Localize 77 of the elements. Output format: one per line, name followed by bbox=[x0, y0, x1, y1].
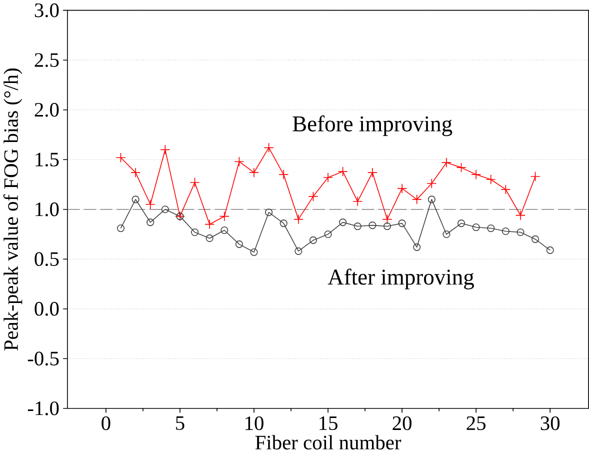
point bbox=[190, 178, 200, 188]
point bbox=[161, 206, 169, 214]
point bbox=[368, 222, 376, 230]
x-tick-label: 30 bbox=[540, 416, 560, 430]
point bbox=[265, 208, 273, 216]
point bbox=[339, 218, 347, 226]
point bbox=[472, 224, 480, 232]
point bbox=[516, 228, 524, 236]
point bbox=[486, 174, 496, 185]
y-tick-label: -0.5 bbox=[28, 352, 59, 366]
point bbox=[235, 240, 243, 248]
y-tick-label: 2.5 bbox=[34, 53, 59, 68]
point bbox=[145, 199, 156, 210]
series-label: Before improving bbox=[292, 115, 452, 136]
y-tick-label: 0.5 bbox=[34, 252, 59, 266]
point bbox=[530, 172, 540, 182]
x-tick-label: 15 bbox=[320, 416, 338, 430]
point bbox=[220, 226, 228, 234]
y-tick-label: 2.0 bbox=[34, 102, 59, 117]
point bbox=[280, 220, 288, 228]
point bbox=[234, 156, 244, 167]
point bbox=[293, 214, 304, 224]
point bbox=[250, 248, 258, 256]
y-axis-title: Peak-peak value of FOG bias (°/h) bbox=[3, 68, 22, 351]
point bbox=[354, 222, 362, 230]
point bbox=[441, 158, 452, 168]
point bbox=[206, 234, 214, 242]
point bbox=[219, 211, 230, 222]
point bbox=[515, 210, 526, 220]
point bbox=[383, 222, 392, 230]
point bbox=[308, 191, 318, 202]
point bbox=[367, 168, 378, 178]
point bbox=[130, 168, 141, 178]
point bbox=[532, 235, 540, 244]
x-tick-label: 0 bbox=[102, 416, 110, 430]
point bbox=[323, 172, 334, 183]
point bbox=[471, 170, 482, 180]
series-label: After improving bbox=[328, 268, 474, 290]
point bbox=[190, 228, 199, 236]
point bbox=[116, 152, 126, 163]
point bbox=[248, 168, 260, 178]
point bbox=[428, 196, 436, 204]
point bbox=[132, 196, 140, 204]
point bbox=[546, 246, 554, 254]
point bbox=[457, 220, 466, 228]
point bbox=[397, 184, 408, 194]
x-tick-label: 20 bbox=[392, 416, 412, 430]
point bbox=[352, 196, 363, 206]
x-tick-label: 10 bbox=[246, 416, 264, 430]
point bbox=[264, 142, 274, 153]
point bbox=[502, 228, 510, 236]
point bbox=[442, 230, 450, 238]
point bbox=[456, 162, 466, 173]
y-tick-label: 1.0 bbox=[36, 202, 59, 216]
y-tick-label: 1.5 bbox=[36, 152, 59, 167]
y-tick-label: 0.0 bbox=[34, 302, 59, 316]
point bbox=[294, 247, 302, 255]
point bbox=[204, 219, 215, 230]
point bbox=[146, 218, 154, 226]
point bbox=[160, 144, 170, 155]
x-tick-label: 5 bbox=[176, 416, 184, 430]
point bbox=[324, 230, 332, 238]
point bbox=[382, 214, 392, 224]
x-axis-title: Fiber coil number bbox=[255, 435, 402, 450]
point bbox=[338, 166, 348, 177]
point bbox=[500, 184, 511, 195]
point bbox=[426, 178, 437, 189]
point bbox=[398, 220, 406, 228]
x-tick-label: 25 bbox=[466, 416, 486, 430]
point bbox=[413, 243, 421, 252]
point bbox=[116, 224, 125, 232]
point bbox=[487, 224, 495, 232]
y-tick-label: -1.0 bbox=[28, 401, 59, 416]
y-tick-label: 3.0 bbox=[34, 3, 59, 18]
point bbox=[278, 170, 289, 180]
point bbox=[309, 236, 317, 244]
point bbox=[412, 194, 422, 204]
